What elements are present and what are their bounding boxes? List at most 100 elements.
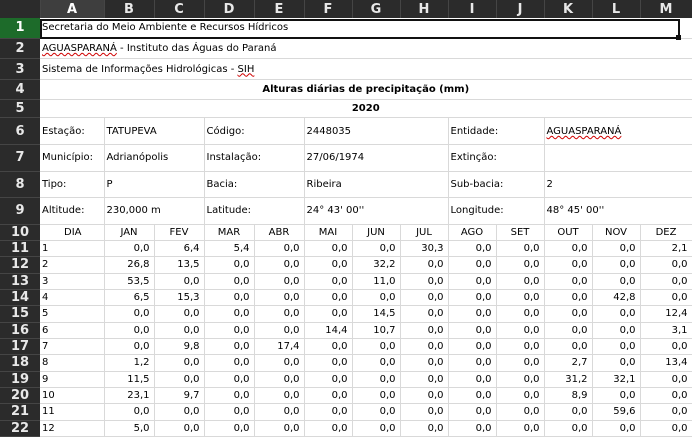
- label-municipio[interactable]: Município:: [40, 144, 105, 172]
- header-month-out[interactable]: OUT: [544, 224, 593, 241]
- precip-value[interactable]: 0,0: [496, 322, 545, 339]
- precip-value[interactable]: 42,8: [592, 289, 641, 307]
- row-header-1[interactable]: 1: [0, 18, 40, 39]
- precip-value[interactable]: 9,8: [154, 338, 205, 356]
- column-header-c[interactable]: C: [154, 0, 205, 18]
- row-header-5[interactable]: 5: [0, 99, 40, 119]
- report-title[interactable]: Alturas diárias de precipitação (mm): [40, 79, 692, 101]
- precip-value[interactable]: 32,1: [592, 371, 641, 388]
- precip-value[interactable]: 0,0: [544, 403, 593, 421]
- precip-value[interactable]: 0,0: [544, 240, 593, 258]
- precip-value[interactable]: 53,5: [104, 273, 155, 290]
- header-month-ago[interactable]: AGO: [448, 224, 497, 241]
- precip-value[interactable]: 0,0: [304, 354, 353, 372]
- precip-value[interactable]: 0,0: [400, 403, 449, 421]
- precip-value[interactable]: 0,0: [496, 403, 545, 421]
- precip-value[interactable]: 0,0: [400, 387, 449, 405]
- precip-value[interactable]: 0,0: [400, 420, 449, 437]
- precip-value[interactable]: 14,4: [304, 322, 353, 339]
- column-header-m[interactable]: M: [640, 0, 692, 18]
- column-header-l[interactable]: L: [592, 0, 641, 18]
- precip-value[interactable]: 0,0: [640, 403, 692, 421]
- precip-value[interactable]: 0,0: [254, 354, 305, 372]
- precip-value[interactable]: 31,2: [544, 371, 593, 388]
- precip-value[interactable]: 6,4: [154, 240, 205, 258]
- value-longitude[interactable]: 48° 45' 00'': [544, 197, 692, 225]
- precip-value[interactable]: 0,0: [448, 420, 497, 437]
- precip-value[interactable]: 0,0: [544, 256, 593, 274]
- label-longitude[interactable]: Longitude:: [448, 197, 545, 225]
- precip-value[interactable]: 0,0: [640, 256, 692, 274]
- precip-value[interactable]: 0,0: [400, 256, 449, 274]
- precip-value[interactable]: 0,0: [400, 289, 449, 307]
- precip-value[interactable]: 0,0: [352, 387, 401, 405]
- precip-value[interactable]: 0,0: [400, 338, 449, 356]
- day-6[interactable]: 6: [40, 322, 105, 339]
- select-all-corner[interactable]: [0, 0, 41, 18]
- precip-value[interactable]: 0,0: [254, 387, 305, 405]
- precip-value[interactable]: 14,5: [352, 305, 401, 323]
- row-header-18[interactable]: 18: [0, 354, 40, 372]
- precip-value[interactable]: 0,0: [592, 273, 641, 290]
- precip-value[interactable]: 12,4: [640, 305, 692, 323]
- precip-value[interactable]: 2,7: [544, 354, 593, 372]
- cell-a3-org-line3[interactable]: Sistema de Informações Hidrológicas - SI…: [40, 58, 692, 80]
- day-1[interactable]: 1: [40, 240, 105, 258]
- header-month-jan[interactable]: JAN: [104, 224, 155, 241]
- label-altitude[interactable]: Altitude:: [40, 197, 105, 225]
- precip-value[interactable]: 0,0: [304, 387, 353, 405]
- precip-value[interactable]: 0,0: [254, 273, 305, 290]
- precip-value[interactable]: 0,0: [254, 289, 305, 307]
- precip-value[interactable]: 8,9: [544, 387, 593, 405]
- day-4[interactable]: 4: [40, 289, 105, 307]
- precip-value[interactable]: 0,0: [304, 371, 353, 388]
- precip-value[interactable]: 0,0: [592, 322, 641, 339]
- day-11[interactable]: 11: [40, 403, 105, 421]
- precip-value[interactable]: 0,0: [304, 273, 353, 290]
- value-entidade[interactable]: AGUASPARANÁ: [544, 117, 692, 146]
- row-header-17[interactable]: 17: [0, 338, 40, 356]
- row-header-21[interactable]: 21: [0, 403, 40, 421]
- row-header-2[interactable]: 2: [0, 38, 40, 60]
- precip-value[interactable]: 0,0: [640, 338, 692, 356]
- precip-value[interactable]: 0,0: [352, 354, 401, 372]
- precip-value[interactable]: 11,5: [104, 371, 155, 388]
- precip-value[interactable]: 0,0: [304, 289, 353, 307]
- precip-value[interactable]: 0,0: [154, 403, 205, 421]
- label-instalacao[interactable]: Instalação:: [204, 144, 305, 172]
- row-header-22[interactable]: 22: [0, 420, 40, 437]
- precip-value[interactable]: 2,1: [640, 240, 692, 258]
- precip-value[interactable]: 0,0: [304, 338, 353, 356]
- precip-value[interactable]: 0,0: [544, 305, 593, 323]
- label-bacia[interactable]: Bacia:: [204, 171, 305, 199]
- precip-value[interactable]: 0,0: [400, 371, 449, 388]
- value-estacao[interactable]: TATUPEVA: [104, 117, 205, 146]
- precip-value[interactable]: 0,0: [544, 338, 593, 356]
- row-header-19[interactable]: 19: [0, 371, 40, 388]
- precip-value[interactable]: 13,4: [640, 354, 692, 372]
- value-bacia[interactable]: Ribeira: [304, 171, 449, 199]
- cell-a2-org-line2[interactable]: AGUASPARANÁ - Instituto das Águas do Par…: [40, 38, 692, 60]
- precip-value[interactable]: 0,0: [204, 403, 255, 421]
- precip-value[interactable]: 0,0: [592, 354, 641, 372]
- value-latitude[interactable]: 24° 43' 00'': [304, 197, 449, 225]
- precip-value[interactable]: 3,1: [640, 322, 692, 339]
- header-month-abr[interactable]: ABR: [254, 224, 305, 241]
- precip-value[interactable]: 0,0: [304, 305, 353, 323]
- precip-value[interactable]: 0,0: [496, 256, 545, 274]
- report-year[interactable]: 2020: [40, 99, 692, 119]
- precip-value[interactable]: 0,0: [104, 322, 155, 339]
- label-estacao[interactable]: Estação:: [40, 117, 105, 146]
- precip-value[interactable]: 0,0: [448, 387, 497, 405]
- precip-value[interactable]: 0,0: [154, 420, 205, 437]
- precip-value[interactable]: 0,0: [448, 371, 497, 388]
- precip-value[interactable]: 0,0: [544, 273, 593, 290]
- precip-value[interactable]: 0,0: [352, 240, 401, 258]
- precip-value[interactable]: 0,0: [448, 273, 497, 290]
- precip-value[interactable]: 23,1: [104, 387, 155, 405]
- precip-value[interactable]: 0,0: [496, 354, 545, 372]
- column-header-g[interactable]: G: [352, 0, 401, 18]
- precip-value[interactable]: 0,0: [304, 256, 353, 274]
- value-altitude[interactable]: 230,000 m: [104, 197, 205, 225]
